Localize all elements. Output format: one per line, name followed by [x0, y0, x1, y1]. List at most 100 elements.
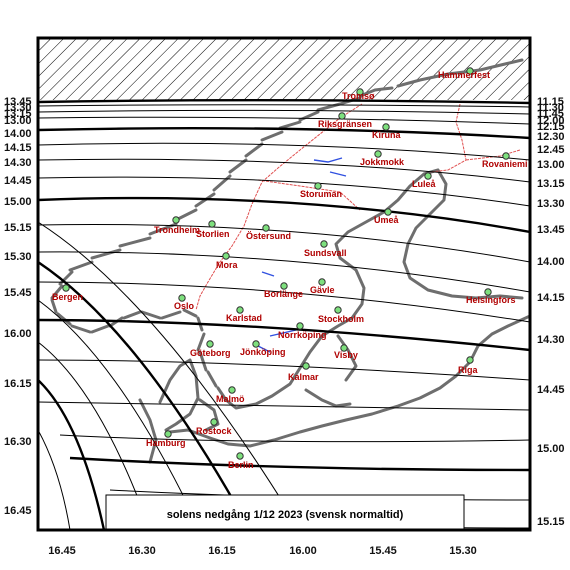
left-axis-tick: 13.30: [4, 102, 32, 114]
city-rovaniemi: Rovaniemi: [482, 152, 528, 169]
city-hammerfest: Hammerfest: [438, 67, 490, 80]
right-axis-tick: 12.30: [537, 131, 565, 143]
left-axis-tick: 14.45: [4, 175, 32, 187]
bottom-axis: 16.45 16.30 16.15 16.00 15.45 15.30: [48, 545, 477, 557]
bottom-axis-tick: 15.30: [449, 545, 477, 557]
right-axis-tick: 13.15: [537, 178, 565, 190]
city-oslo: Oslo: [174, 294, 195, 311]
left-axis-tick: 15.45: [4, 287, 32, 299]
city-marker-icon: [178, 294, 186, 302]
city-marker-icon: [356, 88, 364, 96]
right-axis-tick: 12.45: [537, 144, 565, 156]
city-label: Hammerfest: [438, 70, 490, 80]
city-label: Bergen: [52, 292, 83, 302]
city-marker-icon: [320, 240, 328, 248]
city-label: Riksgränsen: [318, 119, 372, 129]
city-gävle: Gävle: [310, 278, 335, 295]
right-axis-tick: 12.15: [537, 121, 565, 133]
bottom-axis-tick: 16.45: [48, 545, 76, 557]
city-label: Kalmar: [288, 372, 319, 382]
city-borlänge: Borlänge: [264, 282, 303, 299]
city-jokkmokk: Jokkmokk: [360, 150, 405, 167]
city-riga: Riga: [458, 356, 478, 375]
city-marker-icon: [466, 67, 474, 75]
city-marker-icon: [208, 220, 216, 228]
bottom-axis-tick: 16.30: [128, 545, 156, 557]
right-axis-tick: 14.30: [537, 334, 565, 346]
city-östersund: Östersund: [246, 224, 291, 241]
left-axis-tick: 16.00: [4, 328, 32, 340]
city-rostock: Rostock: [196, 418, 233, 436]
left-axis-tick: 13.15: [4, 108, 32, 120]
city-label: Tromsø: [342, 91, 375, 101]
city-label: Malmö: [216, 394, 245, 404]
city-label: Berlin: [228, 460, 254, 470]
city-label: Stockholm: [318, 314, 364, 324]
city-label: Jokkmokk: [360, 157, 405, 167]
left-axis-tick: 15.00: [4, 196, 32, 208]
city-marker-icon: [172, 216, 180, 224]
left-axis-tick: 14.15: [4, 142, 32, 154]
city-label: Rovaniemi: [482, 159, 528, 169]
right-axis-tick: 11.15: [537, 96, 564, 108]
city-marker-icon: [236, 452, 244, 460]
right-axis-tick: 12.00: [537, 115, 565, 127]
right-axis-tick: 14.00: [537, 256, 565, 268]
city-marker-icon: [164, 430, 172, 438]
city-label: Mora: [216, 260, 238, 270]
city-malmö: Malmö: [216, 386, 245, 404]
city-marker-icon: [424, 172, 432, 180]
city-berlin: Berlin: [228, 452, 254, 470]
city-label: Rostock: [196, 426, 233, 436]
city-marker-icon: [484, 288, 492, 296]
right-axis-tick: 14.15: [537, 292, 565, 304]
city-label: Hamburg: [146, 438, 186, 448]
city-label: Riga: [458, 365, 478, 375]
city-marker-icon: [252, 340, 260, 348]
right-axis-tick: 15.15: [537, 516, 565, 528]
bottom-axis-tick: 15.45: [369, 545, 397, 557]
city-karlstad: Karlstad: [226, 306, 262, 323]
city-label: Norrköping: [278, 330, 327, 340]
city-göteborg: Göteborg: [190, 340, 231, 358]
city-marker-icon: [382, 123, 390, 131]
city-marker-icon: [374, 150, 382, 158]
right-axis-tick: 13.30: [537, 198, 565, 210]
city-label: Trondheim: [154, 225, 200, 235]
city-label: Visby: [334, 350, 358, 360]
right-axis-tick: 13.00: [537, 159, 565, 171]
city-marker-icon: [302, 362, 310, 370]
city-riksgränsen: Riksgränsen: [318, 112, 372, 129]
city-kalmar: Kalmar: [288, 362, 319, 382]
city-marker-icon: [340, 344, 348, 352]
map-frame: [36, 36, 532, 532]
left-axis-tick: 14.30: [4, 157, 32, 169]
left-axis-tick: 15.15: [4, 222, 32, 234]
city-label: Göteborg: [190, 348, 231, 358]
bottom-axis-tick: 16.00: [289, 545, 317, 557]
caption-box: [105, 494, 465, 530]
city-marker-icon: [338, 112, 346, 120]
city-luleå: Luleå: [412, 172, 437, 189]
city-label: Storuman: [300, 189, 342, 199]
city-hamburg: Hamburg: [146, 430, 186, 448]
city-kiruna: Kiruna: [372, 123, 401, 140]
right-axis-tick: 15.00: [537, 443, 565, 455]
city-label: Umeå: [374, 215, 400, 225]
city-helsingfors: Helsingfors: [466, 288, 516, 305]
city-bergen: Bergen: [52, 284, 83, 302]
city-marker-icon: [296, 322, 304, 330]
city-label: Luleå: [412, 179, 437, 189]
right-axis-tick: 11.30: [537, 102, 564, 114]
city-label: Sundsvall: [304, 248, 347, 258]
city-storlien: Storlien: [196, 220, 230, 239]
city-stockholm: Stockholm: [318, 306, 364, 324]
city-label: Kiruna: [372, 130, 401, 140]
city-label: Oslo: [174, 301, 195, 311]
city-marker-icon: [384, 208, 392, 216]
city-marker-icon: [466, 356, 474, 364]
